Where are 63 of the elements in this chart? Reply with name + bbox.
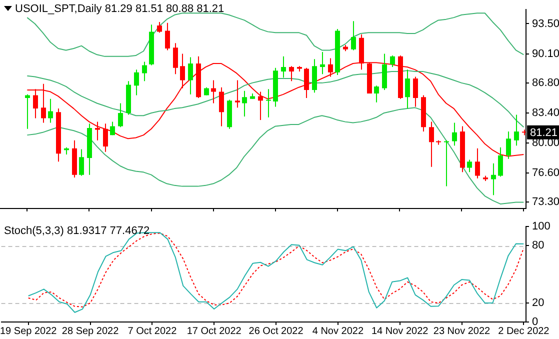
- candlestick: [25, 94, 30, 130]
- candlestick: [304, 67, 309, 98]
- candlestick: [312, 58, 317, 94]
- y-tick-label: 0: [532, 316, 538, 328]
- candlestick: [48, 98, 53, 124]
- candlestick: [188, 56, 193, 95]
- candlestick: [491, 162, 496, 196]
- x-tick-label: 14 Nov 2022: [371, 326, 429, 337]
- y-tick-label: 100: [532, 220, 550, 233]
- candlestick: [266, 88, 271, 118]
- candlestick: [413, 76, 418, 108]
- candlestick: [351, 20, 356, 51]
- candlestick: [444, 140, 449, 187]
- x-tick-label: 17 Oct 2022: [186, 326, 242, 337]
- x-tick-label: 26 Oct 2022: [248, 326, 304, 337]
- candlestick: [165, 22, 170, 51]
- candlestick: [475, 148, 480, 179]
- candlestick: [514, 114, 519, 146]
- candlestick: [289, 66, 294, 82]
- candlestick: [173, 42, 178, 75]
- x-tick-label: 7 Oct 2022: [128, 326, 178, 337]
- candlestick: [452, 122, 457, 146]
- candlestick: [41, 83, 46, 124]
- candlestick: [235, 80, 240, 108]
- candlestick: [33, 88, 38, 119]
- candlestick: [79, 148, 84, 176]
- x-tick-label: 2 Dec 2022: [498, 326, 550, 337]
- candlestick: [242, 90, 247, 118]
- candlestick: [118, 102, 123, 128]
- candlestick: [320, 52, 325, 75]
- candlestick: [157, 21, 162, 34]
- candlestick: [211, 80, 216, 104]
- candlestick: [95, 121, 100, 141]
- candlestick: [382, 53, 387, 91]
- candlestick: [142, 61, 147, 82]
- x-tick-label: 23 Nov 2022: [433, 326, 491, 337]
- candlestick: [374, 85, 379, 103]
- y-tick-label: 90.10: [532, 48, 559, 60]
- y-tick-label: 93.50: [532, 18, 559, 30]
- x-tick-label: 4 Nov 2022: [312, 326, 364, 337]
- candlestick: [467, 159, 472, 173]
- y-tick-label: 83.40: [532, 107, 559, 120]
- y-tick-label: 80: [532, 240, 544, 252]
- chart-title: Stoch(5,3,3) 81.9317 77.4672: [4, 225, 150, 237]
- y-tick-label: 73.30: [532, 196, 559, 208]
- candlestick: [405, 69, 410, 110]
- y-tick-label: 76.60: [532, 167, 559, 180]
- candlestick: [258, 91, 263, 121]
- y-tick-label: 20: [532, 296, 544, 309]
- candlestick: [103, 123, 108, 152]
- candlestick: [110, 121, 115, 136]
- candlestick: [498, 146, 503, 178]
- candlestick: [134, 69, 139, 96]
- annotation: 81.21: [530, 126, 558, 139]
- candlestick: [506, 131, 511, 160]
- candlestick: [390, 55, 395, 68]
- x-tick-label: 19 Sep 2022: [0, 326, 58, 337]
- candlestick: [219, 86, 224, 127]
- candlestick: [429, 121, 434, 168]
- x-tick-label: 28 Sep 2022: [62, 326, 120, 337]
- chart-title: USOIL_SPT,Daily 81.29 81.51 80.88 81.21: [15, 3, 224, 15]
- y-tick-label: 86.80: [532, 76, 559, 89]
- candlestick: [281, 56, 286, 78]
